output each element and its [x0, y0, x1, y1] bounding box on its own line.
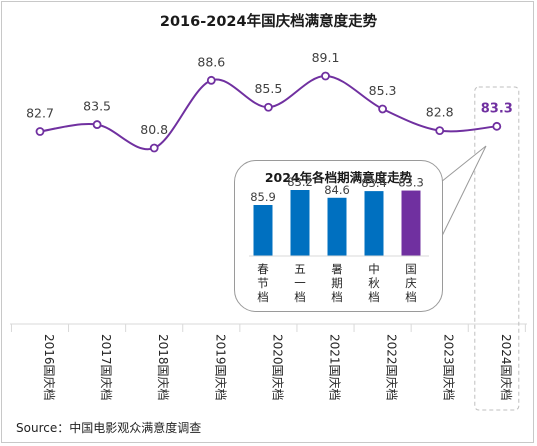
category-label: 2021国庆档 — [328, 334, 342, 401]
data-label: 82.7 — [26, 106, 54, 121]
data-label: 80.8 — [140, 122, 168, 137]
bar — [327, 197, 347, 256]
chart-title: 2016-2024年国庆档满意度走势 — [159, 14, 378, 30]
category-label: 2024国庆档 — [499, 334, 513, 401]
data-label: 83.3 — [481, 101, 513, 116]
bar-category-label: 档 — [405, 290, 417, 304]
bar — [401, 190, 421, 256]
bar-category-label: 国 — [405, 262, 417, 276]
bar-value-label: 85.9 — [250, 190, 276, 204]
bar — [364, 191, 384, 256]
bar-category-label: 中 — [368, 262, 380, 276]
bar-category-label: 暑 — [331, 262, 343, 276]
data-point — [378, 104, 388, 114]
category-label: 2023国庆档 — [442, 334, 456, 401]
bar-category-label: 档 — [368, 290, 380, 304]
bar-category-label: 五 — [294, 262, 306, 276]
inset-title: 2024年各档期满意度走势 — [264, 170, 413, 185]
bar-category-label: 节 — [257, 276, 269, 290]
category-label: 2020国庆档 — [270, 334, 284, 401]
data-point — [492, 121, 502, 131]
bar-value-label: 83.3 — [398, 176, 424, 190]
bar-category-label: 庆 — [405, 276, 417, 290]
data-label: 89.1 — [312, 50, 340, 65]
bar-value-label: 84.6 — [324, 183, 350, 197]
source-note: Source：中国电影观众满意度调查 — [16, 421, 202, 435]
category-label: 2019国庆档 — [213, 334, 227, 401]
data-point — [92, 120, 102, 129]
bar-category-label: 档 — [294, 290, 306, 304]
bar-category-label: 期 — [331, 276, 343, 290]
bar-category-label: 秋 — [368, 276, 380, 290]
data-point — [435, 126, 445, 136]
data-label: 85.5 — [254, 81, 282, 96]
data-label: 88.6 — [197, 54, 225, 69]
bar-category-label: 春 — [257, 262, 269, 276]
bar-category-label: 一 — [294, 276, 306, 290]
inset-panel: 2024年各档期满意度走势 85.9 春节档 83.2 五一档 84.6 暑期档 83.4 中… — [234, 160, 443, 312]
data-label: 85.3 — [369, 83, 397, 98]
category-label: 2016国庆档 — [42, 334, 56, 401]
category-label: 2017国庆档 — [99, 334, 113, 401]
data-label: 82.8 — [426, 105, 454, 120]
bar — [253, 205, 273, 256]
data-point — [321, 71, 330, 81]
data-label: 83.5 — [83, 99, 111, 114]
bar-category-label: 档 — [257, 290, 269, 304]
bar-category-label: 档 — [331, 290, 343, 304]
data-point — [206, 75, 216, 85]
bar — [290, 190, 310, 256]
data-point — [263, 102, 273, 112]
highlight-box — [474, 86, 520, 411]
data-point — [149, 143, 159, 153]
data-point — [35, 127, 45, 136]
bar-value-label: 83.4 — [361, 176, 387, 190]
callout-pointer — [440, 145, 487, 239]
category-label: 2022国庆档 — [385, 334, 399, 401]
category-label: 2018国庆档 — [156, 334, 170, 401]
bar-value-label: 83.2 — [287, 175, 313, 189]
